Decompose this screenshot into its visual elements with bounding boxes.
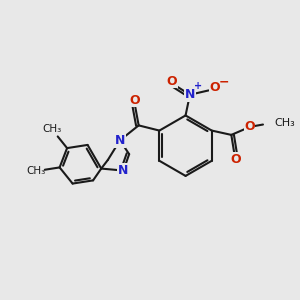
Text: O: O: [244, 120, 255, 133]
Text: CH₃: CH₃: [274, 118, 295, 128]
Text: O: O: [230, 153, 241, 166]
Text: CH₃: CH₃: [42, 124, 62, 134]
Text: N: N: [115, 134, 125, 147]
Text: −: −: [218, 75, 229, 88]
Text: +: +: [194, 80, 202, 91]
Text: CH₃: CH₃: [26, 166, 45, 176]
Text: O: O: [210, 81, 220, 94]
Text: O: O: [167, 75, 177, 88]
Text: N: N: [118, 164, 129, 177]
Text: O: O: [129, 94, 140, 107]
Text: N: N: [185, 88, 195, 101]
